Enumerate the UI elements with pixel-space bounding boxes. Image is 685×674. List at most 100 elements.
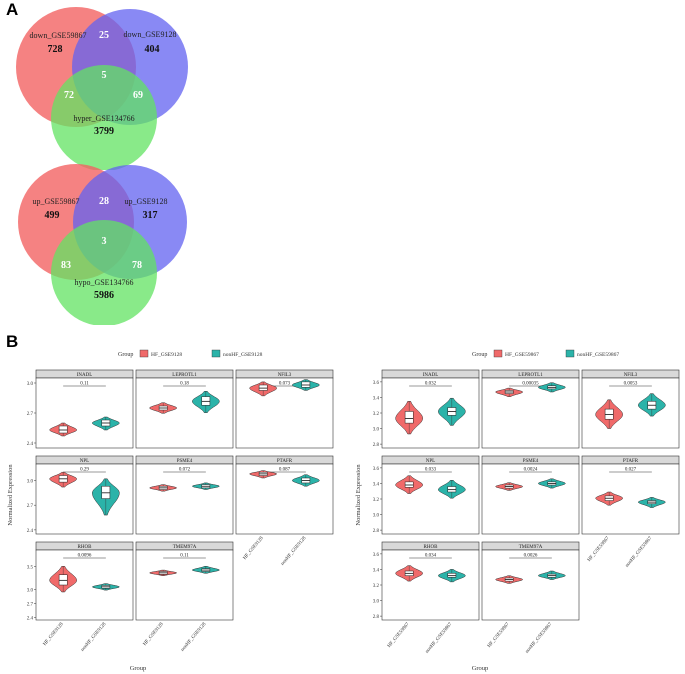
panel-leprotl1: LEPROTL1 0.00035 — [481, 369, 580, 449]
y-tick-label: 3.4 — [373, 568, 380, 573]
venn-circle-3 — [51, 65, 157, 170]
x-tick-label: nonHF_GSE9128 — [181, 622, 208, 653]
venn-count-only-2: 317 — [143, 210, 158, 221]
venn-count-12: 25 — [99, 30, 109, 41]
venn-set-label-2: down_GSE9128 — [124, 30, 177, 39]
panel-plot-area — [235, 463, 334, 535]
x-tick-label: nonHF_GSE9128 — [81, 622, 108, 653]
panel-plot-area — [481, 549, 580, 621]
panel-plot-area — [481, 463, 580, 535]
p-value-label: 0.0053 — [624, 382, 638, 387]
panel-gene-label: LEPROTL1 — [518, 373, 543, 378]
y-tick-label: 3.0 — [373, 428, 380, 433]
p-value-label: 0.034 — [425, 554, 437, 559]
panel-gene-label: PSME4 — [523, 459, 539, 464]
panel-plot-area — [381, 463, 480, 535]
y-tick-label: 2.8 — [373, 529, 380, 534]
venn-set-label-3: hypo_GSE134766 — [74, 278, 133, 287]
panel-gene-label: NFIL3 — [278, 373, 292, 378]
p-value-label: 0.29 — [80, 468, 89, 473]
panel-plot-area — [35, 377, 134, 449]
panel-plot-area — [35, 463, 134, 535]
venn-count-only-2: 404 — [145, 44, 160, 55]
venn-diagram-down: down_GSE59867 down_GSE9128 hyper_GSE1347… — [16, 7, 188, 170]
venn-set-label-2: up_GSE9128 — [124, 197, 167, 206]
panel-rhob: RHOB 3.6 3.4 3.2 3.0 2.8 0.034 HF_GSE59867 nonHF… — [373, 541, 480, 655]
y-tick-label: 3.2 — [373, 412, 380, 417]
venn-set-label-1: down_GSE59867 — [30, 31, 87, 40]
panel-plot-area — [135, 463, 234, 535]
y-tick-label: 3.0 — [27, 589, 34, 594]
panel-plot-area — [381, 549, 480, 621]
panel-leprotl1: LEPROTL1 0.18 — [135, 369, 234, 449]
p-value-label: 0.0026 — [524, 554, 538, 559]
p-value-label: 0.11 — [80, 382, 89, 387]
panel-b-label: B — [6, 332, 19, 351]
panel-a-label: A — [6, 0, 19, 19]
x-tick-label: nonHF_GSE9128 — [281, 536, 308, 567]
p-value-label: 0.0024 — [524, 468, 538, 473]
x-axis-label: Group — [472, 665, 489, 672]
p-value-label: 0.18 — [180, 382, 189, 387]
x-axis-label: Group — [130, 665, 147, 672]
panel-nfil3: NFIL3 0.0053 — [581, 369, 680, 449]
panel-plot-area — [35, 549, 134, 621]
y-tick-label: 2.7 — [27, 412, 34, 417]
panel-plot-area — [481, 377, 580, 449]
venn-count-only-1: 728 — [48, 44, 63, 55]
panel-plot-area — [135, 549, 234, 621]
y-tick-label: 2.7 — [27, 603, 34, 608]
legend-label: HF_GSE9128 — [151, 352, 182, 358]
y-tick-label: 2.4 — [27, 617, 34, 622]
panel-inadl: INADL 3.0 2.7 2.4 0.11 — [27, 369, 134, 449]
panel-ptafr: PTAFR 0.087 HF_GSE9128 nonHF_GSE9128 — [235, 455, 334, 567]
venn-count-123: 3 — [102, 236, 107, 247]
venn-set-label-1: up_GSE59867 — [32, 197, 79, 206]
p-value-label: 0.032 — [425, 382, 437, 387]
y-tick-label: 2.8 — [373, 615, 380, 620]
p-value-label: 0.11 — [180, 554, 189, 559]
y-tick-label: 3.2 — [373, 584, 380, 589]
panel-rhob: RHOB 3.5 3.0 2.7 2.4 0.0096 HF_GSE9128 nonHF_GS… — [27, 541, 134, 653]
legend-swatch — [565, 349, 575, 358]
panel-inadl: INADL 3.6 3.4 3.2 3.0 2.8 0.032 — [373, 369, 480, 449]
y-tick-label: 3.0 — [27, 479, 34, 484]
y-tick-label: 3.4 — [373, 482, 380, 487]
legend: Group HF_GSE59867 nonHF_GSE59867 — [472, 349, 619, 358]
panel-gene-label: PTAFR — [623, 459, 639, 464]
venn-count-13: 72 — [64, 90, 74, 101]
legend-title: Group — [472, 352, 487, 358]
legend: Group HF_GSE9128 nonHF_GSE9128 — [118, 349, 263, 358]
legend-swatch — [493, 349, 503, 358]
y-tick-label: 3.6 — [373, 553, 380, 558]
y-tick-label: 3.0 — [27, 382, 34, 387]
p-value-label: 0.073 — [279, 382, 291, 387]
panel-gene-label: TMEM97A — [519, 545, 543, 550]
box-hf — [58, 574, 68, 586]
panel-gene-label: INADL — [423, 373, 439, 378]
y-tick-label: 2.8 — [373, 443, 380, 448]
p-value-label: 0.0096 — [78, 554, 92, 559]
venn-circle-3 — [51, 220, 157, 325]
panel-gene-label: LEPROTL1 — [172, 373, 197, 378]
venn-count-13: 83 — [61, 260, 71, 271]
y-tick-label: 3.4 — [373, 396, 380, 401]
y-tick-label: 3.0 — [373, 514, 380, 519]
y-tick-label: 3.0 — [373, 600, 380, 605]
violin-grid-gse59867: Group HF_GSE59867 nonHF_GSE59867 Normalized… — [355, 349, 680, 672]
p-value-label: 0.033 — [425, 468, 437, 473]
venn-count-only-1: 499 — [45, 210, 60, 221]
panel-tmem97a: TMEM97A 0.11 HF_GSE9128 nonHF_GSE9128 — [135, 541, 234, 653]
y-tick-label: 3.5 — [27, 565, 34, 570]
y-tick-label: 2.4 — [27, 442, 34, 447]
x-tick-label: HF_GSE9128 — [43, 622, 65, 647]
panel-gene-label: INADL — [77, 373, 93, 378]
venn-count-123: 5 — [102, 70, 107, 81]
x-tick-label: nonHF_GSE59867 — [525, 622, 554, 655]
legend-title: Group — [118, 352, 133, 358]
panel-psme4: PSME4 0.0024 — [481, 455, 580, 535]
y-tick-label: 2.7 — [27, 504, 34, 509]
box-hf — [404, 411, 414, 424]
legend-label: nonHF_GSE59867 — [577, 352, 619, 358]
